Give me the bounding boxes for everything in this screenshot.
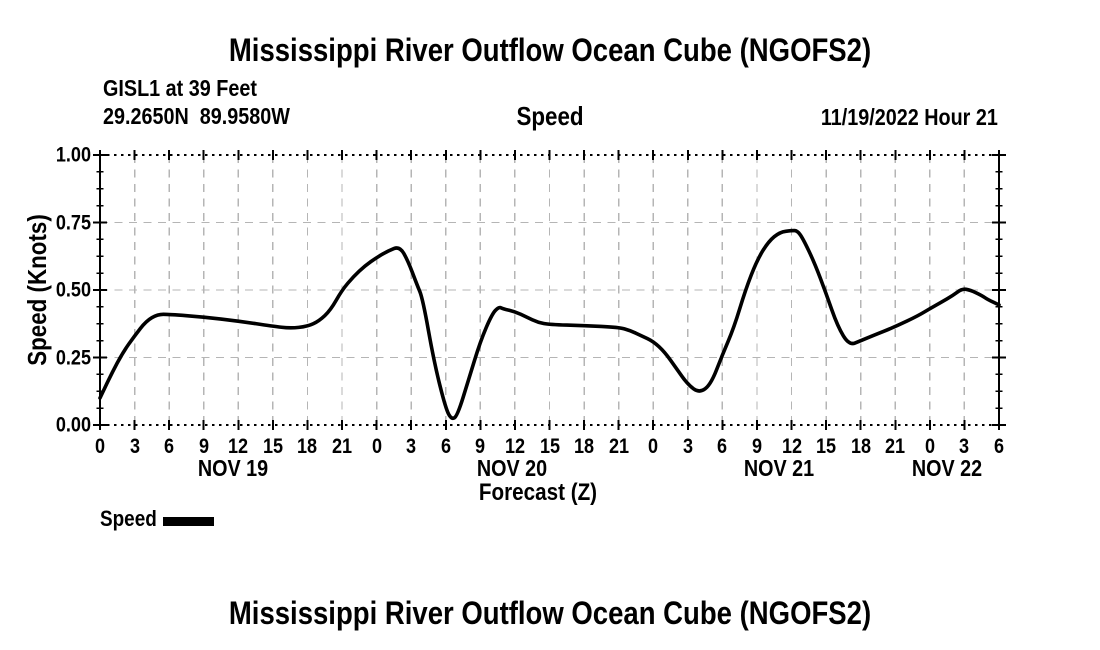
date-label: NOV 19 <box>197 455 269 481</box>
x-tick-label: 3 <box>406 435 417 458</box>
speed-series-line <box>98 228 1001 421</box>
y-tick-label: 0.00 <box>55 413 91 437</box>
series-layer <box>98 228 1001 421</box>
x-tick-label: 21 <box>608 435 629 458</box>
y-tick-label: 1.00 <box>55 143 91 167</box>
x-tick-label: 0 <box>648 435 659 458</box>
footer-title: Mississippi River Outflow Ocean Cube (NG… <box>228 595 872 631</box>
x-tick-label: 18 <box>297 435 318 458</box>
chart-subtitle: Speed <box>516 101 584 131</box>
x-tick-label: 6 <box>440 435 451 458</box>
legend-label: Speed <box>100 506 157 531</box>
x-tick-label: 21 <box>331 435 353 458</box>
x-tick-label: 3 <box>959 435 970 458</box>
coordinates-label: 29.2650N 89.9580W <box>103 103 290 129</box>
datetime-label: 11/19/2022 Hour 21 <box>820 104 998 130</box>
date-label: NOV 22 <box>911 455 983 481</box>
x-tick-label: 0 <box>924 435 935 458</box>
x-tick-label: 15 <box>539 435 560 458</box>
x-tick-label: 9 <box>475 435 486 458</box>
x-axis-label: Forecast (Z) <box>478 479 598 506</box>
station-label: GISL1 at 39 Feet <box>103 75 257 101</box>
x-tick-label: 9 <box>751 435 762 458</box>
y-tick-label: 0.50 <box>55 278 91 302</box>
x-tick-label: 12 <box>504 435 525 458</box>
tick-marks <box>93 150 1006 430</box>
x-tick-label: 21 <box>885 435 906 458</box>
y-tick-label: 0.75 <box>55 211 91 234</box>
legend-line-swatch <box>163 517 214 526</box>
page-title: Mississippi River Outflow Ocean Cube (NG… <box>228 32 872 68</box>
x-tick-label: 3 <box>682 435 693 458</box>
x-tick-label: 0 <box>371 435 382 458</box>
x-tick-label: 3 <box>129 435 140 458</box>
x-tick-label: 0 <box>94 435 106 458</box>
date-label: NOV 21 <box>743 455 815 481</box>
x-tick-label: 15 <box>816 435 837 458</box>
y-tick-label: 0.25 <box>55 346 91 369</box>
x-tick-label: 9 <box>198 435 209 458</box>
x-tick-label: 15 <box>262 435 283 458</box>
x-tick-label: 12 <box>781 435 802 458</box>
x-tick-label: 6 <box>717 435 728 458</box>
x-tick-label: 18 <box>850 435 871 458</box>
x-tick-label: 12 <box>228 435 249 458</box>
x-tick-label: 6 <box>164 435 175 458</box>
x-tick-label: 6 <box>993 435 1005 458</box>
gridlines <box>100 155 999 425</box>
date-label: NOV 20 <box>476 455 548 481</box>
x-tick-label: 18 <box>574 435 595 458</box>
